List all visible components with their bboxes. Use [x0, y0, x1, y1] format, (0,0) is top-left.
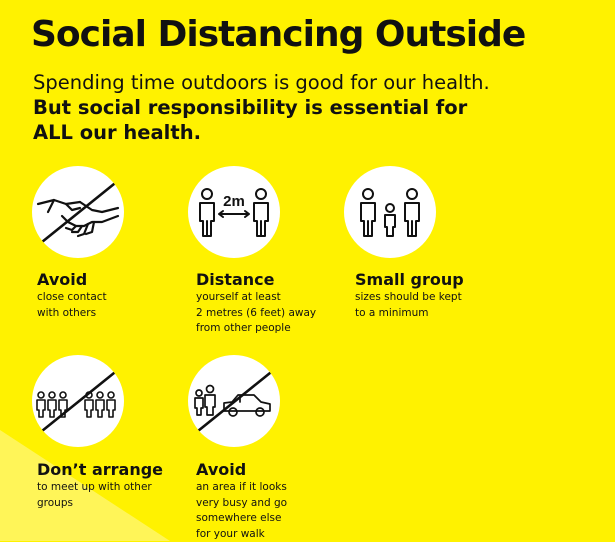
item-4-text: to meet up with other groups	[37, 481, 152, 509]
busy-area-crossed-icon	[188, 355, 280, 447]
poster-subtitle: Spending time outdoors is good for our h…	[33, 70, 490, 145]
handshake-crossed-icon	[32, 166, 124, 258]
item-2-title: Distance	[196, 270, 275, 289]
two-metres-distance-icon: 2m	[188, 166, 280, 258]
subtitle-line-2: But social responsibility is essential f…	[33, 96, 468, 119]
item-4-title: Don’t arrange	[37, 460, 164, 479]
subtitle-line-3: ALL our health.	[33, 121, 201, 144]
crowd-crossed-icon	[32, 355, 124, 447]
item-2-text: yourself at least 2 metres (6 feet) away…	[196, 291, 317, 334]
item-5-title: Avoid	[196, 460, 247, 479]
small-group-icon	[344, 166, 436, 258]
item-1-text: close contact with others	[37, 291, 107, 319]
distance-label: 2m	[223, 193, 245, 210]
item-3-text: sizes should be kept to a minimum	[355, 291, 462, 319]
subtitle-line-1: Spending time outdoors is good for our h…	[33, 71, 490, 94]
item-5-text: an area if it looks very busy and go som…	[196, 481, 288, 540]
item-1-title: Avoid	[37, 270, 88, 289]
item-3-title: Small group	[355, 270, 464, 289]
poster-title: Social Distancing Outside	[31, 14, 526, 55]
